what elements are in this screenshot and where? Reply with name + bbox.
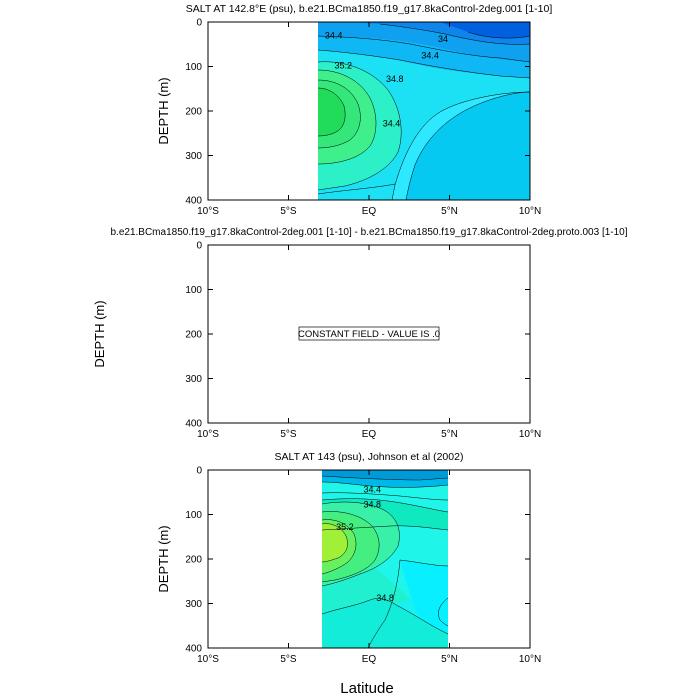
x-tick-label: 5°N (441, 206, 458, 217)
panel-1-contour-lines (317, 23, 530, 200)
x-tick-label: 10°N (519, 429, 541, 440)
y-tick-label: 100 (185, 510, 202, 521)
panel-1: SALT AT 142.8°E (psu), b.e21.BCma1850.f1… (156, 3, 552, 217)
panel-1-title: SALT AT 142.8°E (psu), b.e21.BCma1850.f1… (186, 3, 553, 15)
y-tick-label: 400 (185, 196, 202, 207)
contour-label: 34.8 (376, 593, 394, 603)
panel-2-annotation: CONSTANT FIELD - VALUE IS .0 (298, 329, 440, 340)
x-tick-label: 5°N (441, 429, 458, 440)
panel-1-contour-field (318, 22, 530, 200)
x-tick-label: EQ (362, 206, 377, 217)
panel-2-title: b.e21.BCma1850.f19_g17.8kaControl-2deg.0… (110, 227, 627, 238)
panel-2-x-axis: 10°S 5°S EQ 5°N 10°N (197, 245, 541, 440)
x-tick-label: EQ (362, 654, 377, 665)
y-tick-label: 400 (185, 644, 202, 655)
contour-label: 34.8 (386, 74, 404, 84)
contour-label: 35.2 (336, 522, 354, 532)
panel-3-x-axis: 10°S 5°S EQ 5°N 10°N (197, 470, 541, 665)
panel-3: SALT AT 143 (psu), Johnson et al (2002) (156, 451, 541, 665)
x-tick-label: 10°S (197, 429, 219, 440)
contour-label: 34.4 (383, 118, 401, 128)
x-tick-label: 5°S (280, 206, 297, 217)
contour-label: 34.8 (363, 500, 381, 510)
x-tick-label: 10°N (519, 654, 541, 665)
y-tick-label: 300 (185, 599, 202, 610)
y-tick-label: 100 (185, 285, 202, 296)
y-tick-label: 0 (196, 466, 202, 477)
panel-3-contour-labels: 34.4 34.8 35.2 34.8 (336, 485, 394, 604)
panel-1-y-axis-label: DEPTH (m) (156, 77, 171, 144)
x-tick-label: 10°S (197, 206, 219, 217)
panel-3-y-axis-label: DEPTH (m) (156, 525, 171, 592)
x-tick-label: 5°S (280, 429, 297, 440)
y-tick-label: 200 (185, 330, 202, 341)
panel-3-title: SALT AT 143 (psu), Johnson et al (2002) (275, 451, 464, 463)
panel-3-contour-lines (321, 475, 449, 648)
panel-3-y-axis: 0 100 200 300 400 (185, 466, 530, 655)
y-tick-label: 200 (185, 107, 202, 118)
panel-3-contour-field (322, 470, 448, 648)
x-tick-label: EQ (362, 429, 377, 440)
panel-2-y-axis-label: DEPTH (m) (92, 300, 107, 367)
y-tick-label: 0 (196, 18, 202, 29)
x-axis-title: Latitude (340, 680, 393, 697)
y-tick-label: 400 (185, 419, 202, 430)
y-tick-label: 300 (185, 374, 202, 385)
panel-1-y-axis: 0 100 200 300 400 (185, 18, 530, 207)
x-tick-label: 10°N (519, 206, 541, 217)
panel-1-contour-labels: 34.4 34 34.4 35.2 34.8 34.4 (325, 30, 448, 128)
contour-label: 34.4 (363, 485, 381, 495)
y-tick-label: 300 (185, 151, 202, 162)
contour-label: 34.4 (325, 30, 343, 40)
y-tick-label: 100 (185, 62, 202, 73)
x-tick-label: 5°N (441, 654, 458, 665)
y-tick-label: 0 (196, 241, 202, 252)
panel-2: b.e21.BCma1850.f19_g17.8kaControl-2deg.0… (92, 227, 628, 440)
x-tick-label: 10°S (197, 654, 219, 665)
x-tick-label: 5°S (280, 654, 297, 665)
panel-2-y-axis: 0 100 200 300 400 (185, 241, 530, 430)
contour-label: 35.2 (334, 61, 352, 71)
contour-label: 34.4 (421, 50, 439, 60)
panel-2-annotation-box (298, 326, 440, 341)
panel-1-x-axis: 10°S 5°S EQ 5°N 10°N (197, 22, 541, 217)
y-tick-label: 200 (185, 555, 202, 566)
contour-label: 34 (438, 34, 448, 44)
